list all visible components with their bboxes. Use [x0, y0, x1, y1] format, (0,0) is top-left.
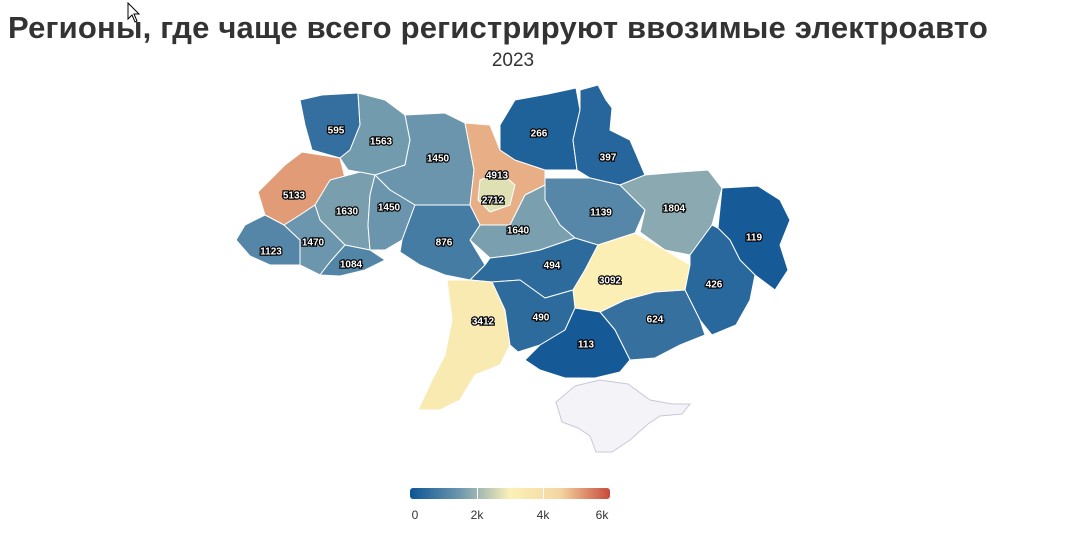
legend-tick-mark — [477, 488, 478, 499]
region-value-label: 5133 — [283, 191, 306, 202]
region-value-label: 4913 — [486, 171, 509, 182]
region-value-label: 1640 — [507, 226, 530, 237]
legend-label-4k: 4k — [536, 508, 550, 522]
region-sumy[interactable] — [572, 84, 646, 186]
region-value-label: 3412 — [472, 317, 495, 328]
region-odesa[interactable] — [417, 279, 511, 411]
region-value-label: 624 — [647, 315, 664, 326]
region-value-label: 1563 — [370, 137, 393, 148]
region-value-label: 397 — [600, 153, 617, 164]
region-value-label: 1804 — [663, 204, 686, 215]
region-khmelnytskyi[interactable] — [367, 174, 416, 251]
region-crimea[interactable] — [555, 379, 692, 453]
legend-label-0: 0 — [411, 508, 419, 522]
region-kherson[interactable] — [524, 307, 631, 379]
region-value-label: 1450 — [378, 203, 401, 214]
region-value-label: 1450 — [427, 154, 450, 165]
region-chernivtsi[interactable] — [319, 244, 386, 277]
region-value-label: 595 — [328, 126, 345, 137]
region-value-label: 1139 — [590, 208, 612, 219]
region-value-label: 426 — [706, 280, 723, 291]
region-value-label: 1470 — [302, 238, 325, 249]
legend-tick-mark — [543, 488, 544, 499]
region-value-label: 1084 — [340, 260, 363, 271]
color-legend: 0 2k 4k 6k — [405, 486, 615, 526]
region-value-label: 1630 — [336, 207, 359, 218]
legend-label-6k: 6k — [595, 508, 609, 522]
map-title: Регионы, где чаще всего регистрируют вво… — [8, 10, 989, 45]
legend-gradient-bar — [410, 488, 610, 499]
region-value-label: 876 — [436, 238, 453, 249]
region-value-label: 490 — [533, 313, 550, 324]
region-value-label: 1123 — [260, 247, 282, 258]
region-value-label: 266 — [531, 129, 548, 140]
region-kyiv-city-area[interactable] — [477, 171, 516, 213]
region-value-label: 2712 — [482, 196, 505, 207]
map-subtitle: 2023 — [491, 50, 535, 71]
legend-label-2k: 2k — [470, 508, 484, 522]
region-value-label: 119 — [746, 233, 763, 244]
mouse-cursor-icon — [127, 2, 141, 23]
region-value-label: 3092 — [599, 276, 622, 287]
region-value-label: 113 — [578, 340, 595, 351]
region-value-label: 494 — [544, 261, 561, 272]
